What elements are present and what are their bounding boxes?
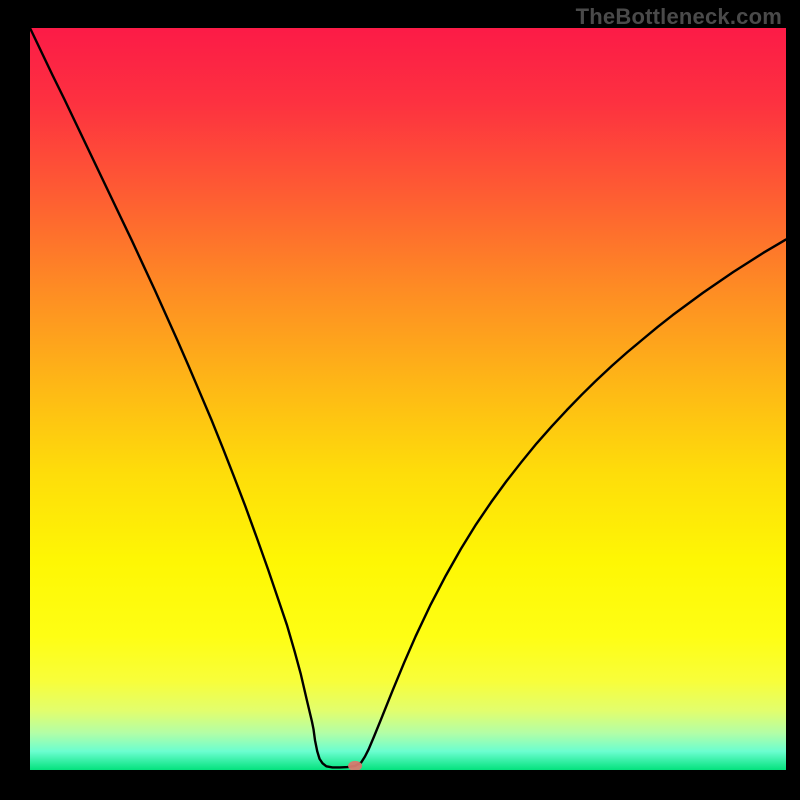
- plot-area: [30, 28, 786, 770]
- watermark-text: TheBottleneck.com: [576, 4, 782, 30]
- chart-svg: [30, 28, 786, 770]
- chart-frame: TheBottleneck.com: [0, 0, 800, 800]
- gradient-background: [30, 28, 786, 770]
